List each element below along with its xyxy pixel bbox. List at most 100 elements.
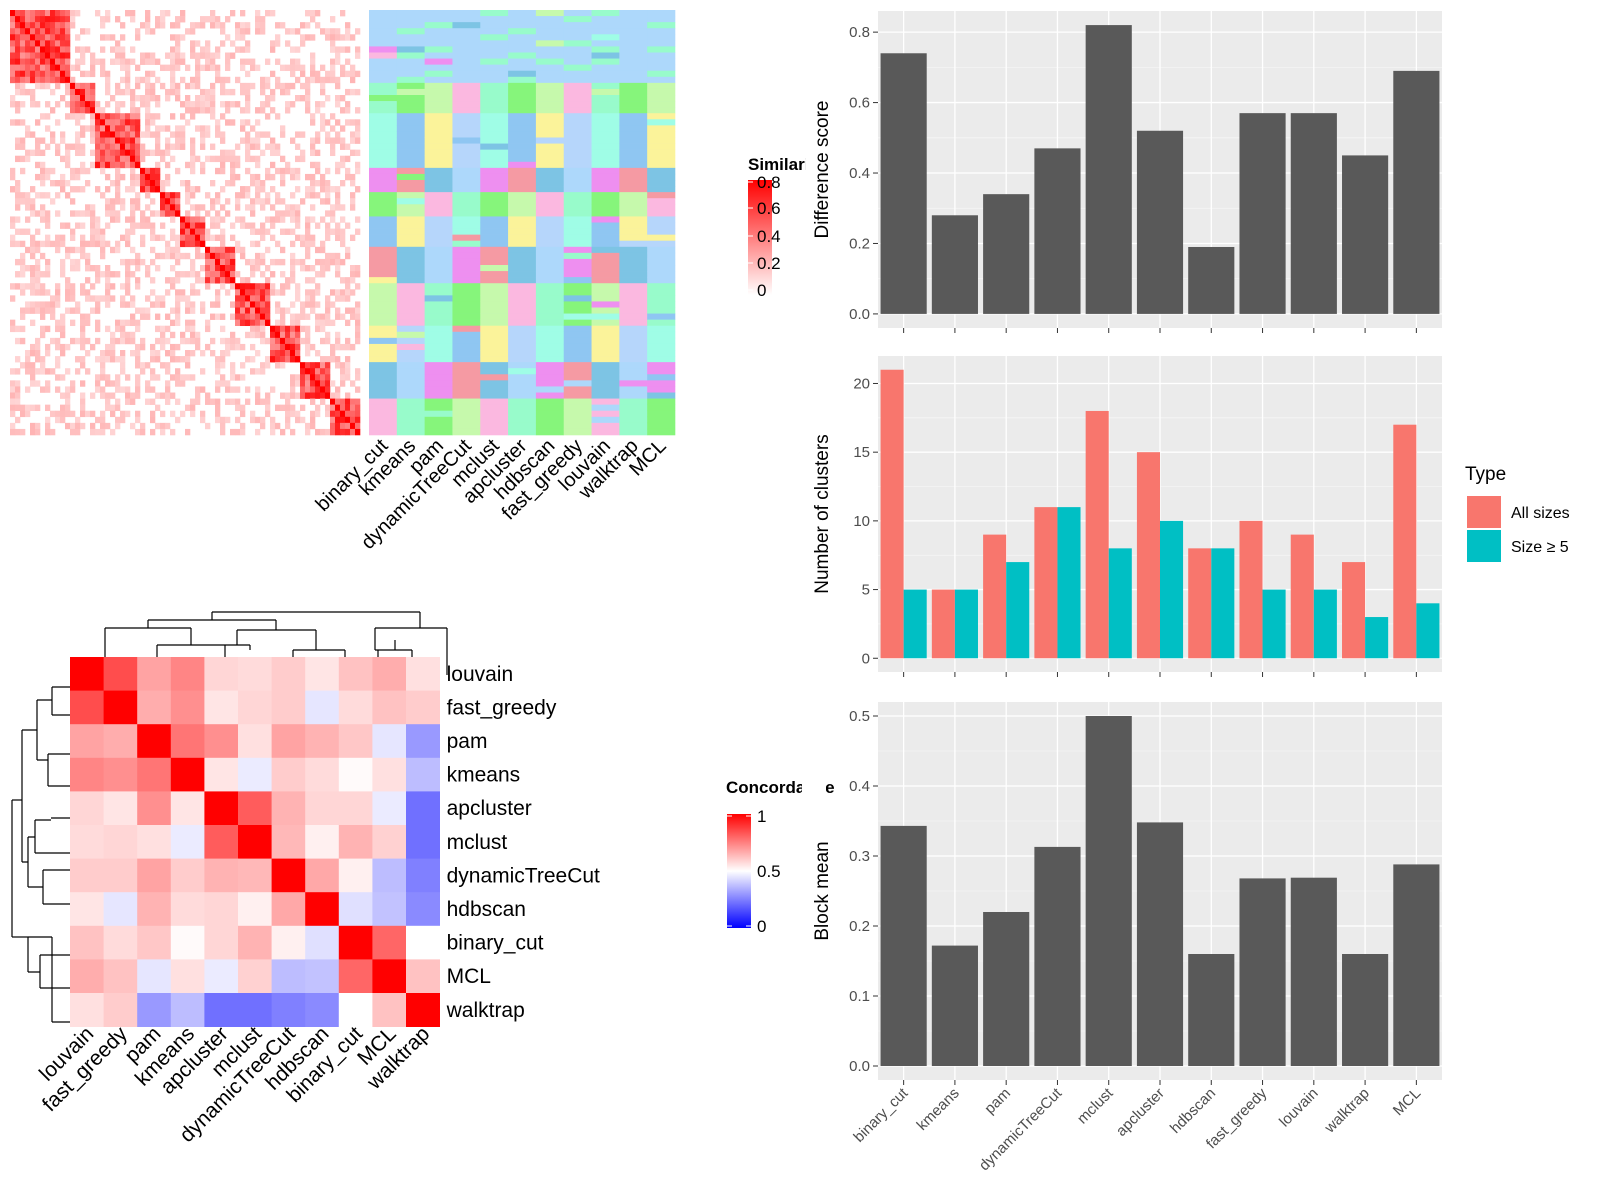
cluster-cell [563, 277, 592, 284]
concordance-cell [137, 825, 172, 859]
similarity-cell [55, 58, 61, 65]
x-tick-label: walktrap [1321, 1085, 1373, 1137]
cluster-cell [396, 301, 425, 308]
similarity-cell [190, 337, 196, 345]
similarity-cell [225, 265, 231, 272]
similarity-cell [110, 131, 116, 138]
similarity-cell [160, 125, 166, 132]
similarity-cell [15, 82, 21, 90]
similarity-cell [200, 228, 206, 235]
similarity-cell [205, 283, 211, 290]
cluster-cell [647, 143, 676, 150]
similarity-cell [155, 374, 161, 381]
similarity-cell [335, 234, 341, 242]
cluster-cell [396, 392, 425, 399]
concordance-row-label: pam [447, 730, 488, 753]
cluster-cell [452, 161, 481, 169]
similarity-cell [195, 101, 201, 108]
similarity-cell [290, 252, 296, 260]
similarity-cell [85, 252, 91, 260]
similarity-cell [40, 22, 46, 29]
cluster-cell [452, 325, 481, 333]
cluster-cell [452, 186, 481, 193]
similarity-cell [220, 258, 226, 266]
cluster-cell [563, 76, 592, 84]
similarity-cell [30, 350, 36, 357]
similarity-cell [120, 119, 126, 126]
similarity-cell [170, 428, 176, 436]
cluster-cell [535, 70, 565, 78]
similarity-cell [320, 216, 326, 223]
cluster-cell [369, 40, 398, 47]
cluster-cell [424, 143, 453, 150]
similarity-cell [255, 295, 261, 302]
similarity-cell [185, 210, 191, 217]
cluster-cell [424, 265, 453, 272]
similarity-cell [55, 210, 61, 217]
similarity-cell [295, 155, 301, 163]
cluster-cell [369, 143, 398, 150]
similarity-cell [120, 155, 126, 163]
cluster-cell [396, 228, 425, 235]
similarity-cell [70, 337, 76, 345]
similarity-cell [130, 119, 136, 126]
similarity-cell [125, 374, 131, 381]
similarity-cell [170, 34, 176, 41]
similarity-cell [245, 149, 251, 157]
similarity-cell [335, 410, 341, 418]
cluster-cell [591, 277, 620, 284]
similarity-cell [15, 10, 21, 17]
similarity-cell [95, 216, 101, 223]
cluster-cell [452, 392, 481, 399]
similarity-cell [140, 173, 146, 181]
cluster-cell [396, 319, 425, 327]
similarity-cell [105, 392, 111, 399]
similarity-cell [190, 76, 196, 84]
similarity-cell [295, 325, 301, 333]
cluster-cell [480, 52, 509, 59]
similarity-cell [330, 252, 336, 260]
similarity-cell [55, 40, 61, 47]
cluster-cell [563, 58, 592, 65]
similarity-cell [215, 16, 221, 23]
cluster-cell [619, 40, 648, 47]
cluster-cell [563, 368, 592, 375]
similarity-cell [325, 301, 331, 308]
cluster-cell [563, 64, 592, 72]
cluster-cell [535, 386, 565, 393]
similarity-cell [80, 143, 86, 150]
similarity-cell [60, 40, 66, 47]
similarity-cell [30, 76, 36, 84]
similarity-cell [285, 307, 291, 314]
cluster-cell [369, 295, 398, 302]
x-tick-label: pam [981, 1085, 1014, 1118]
cluster-cell [452, 143, 481, 150]
similarity-cell [335, 137, 341, 144]
similarity-cell [335, 101, 341, 108]
similarity-cell [135, 252, 141, 260]
similarity-cell [220, 228, 226, 235]
similarity-cell [315, 149, 321, 157]
type-legend: Type All sizes Size ≥ 5 [1465, 464, 1570, 562]
bar-all-sizes [1342, 562, 1366, 659]
cluster-cell [619, 325, 648, 333]
cluster-cell [424, 107, 453, 114]
similarity-cell [85, 368, 91, 375]
similarity-cell [10, 410, 16, 418]
similarity-cell [155, 16, 161, 23]
similarity-cell [75, 10, 81, 17]
similarity-cell [300, 337, 306, 345]
similarity-cell [230, 265, 236, 272]
similarity-cell [80, 95, 86, 102]
similarity-cell [205, 252, 211, 260]
similarity-cell [300, 416, 306, 424]
similarity-cell [145, 70, 151, 78]
similarity-cell [255, 331, 261, 339]
similarity-cell [150, 119, 156, 126]
similarity-cell [280, 428, 286, 436]
similarity-cell [295, 392, 301, 399]
concordance-cell [305, 892, 340, 927]
similarity-cell [145, 88, 151, 96]
similarity-cell [145, 180, 151, 187]
similarity-cell [220, 350, 226, 357]
